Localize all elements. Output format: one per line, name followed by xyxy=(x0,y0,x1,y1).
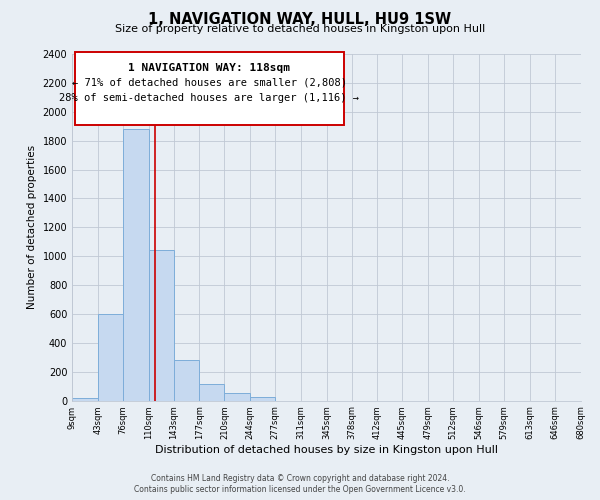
Bar xyxy=(149,250,173,400)
Bar xyxy=(224,394,250,400)
Bar xyxy=(72,398,98,400)
Text: Size of property relative to detached houses in Kingston upon Hull: Size of property relative to detached ho… xyxy=(115,24,485,34)
Text: Contains HM Land Registry data © Crown copyright and database right 2024.
Contai: Contains HM Land Registry data © Crown c… xyxy=(134,474,466,494)
Bar xyxy=(98,314,123,400)
FancyBboxPatch shape xyxy=(75,52,344,125)
Y-axis label: Number of detached properties: Number of detached properties xyxy=(27,145,37,310)
Text: ← 71% of detached houses are smaller (2,808): ← 71% of detached houses are smaller (2,… xyxy=(72,78,347,88)
Bar xyxy=(199,384,224,400)
Text: 1 NAVIGATION WAY: 118sqm: 1 NAVIGATION WAY: 118sqm xyxy=(128,62,290,72)
Bar xyxy=(123,129,149,400)
Text: 28% of semi-detached houses are larger (1,116) →: 28% of semi-detached houses are larger (… xyxy=(59,93,359,103)
Text: 1, NAVIGATION WAY, HULL, HU9 1SW: 1, NAVIGATION WAY, HULL, HU9 1SW xyxy=(148,12,452,28)
X-axis label: Distribution of detached houses by size in Kingston upon Hull: Distribution of detached houses by size … xyxy=(155,445,498,455)
Bar xyxy=(250,397,275,400)
Bar xyxy=(173,360,199,401)
